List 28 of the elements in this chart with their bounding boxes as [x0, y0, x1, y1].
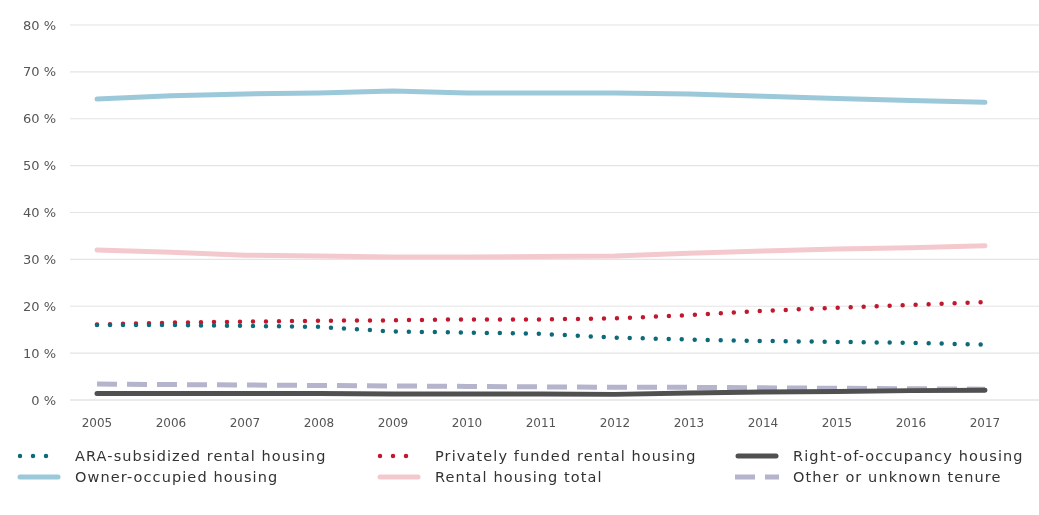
- x-tick-label: 2010: [451, 415, 483, 430]
- x-tick-label: 2005: [81, 415, 113, 430]
- x-tick-label: 2013: [673, 415, 705, 430]
- legend-label: Other or unknown tenure: [793, 469, 1002, 485]
- legend-label: Right-of-occupancy housing: [793, 448, 1024, 464]
- x-tick-label: 2015: [821, 415, 853, 430]
- x-tick-label: 2007: [229, 415, 261, 430]
- y-tick-label: 40 %: [22, 205, 56, 221]
- x-tick-label: 2006: [155, 415, 187, 430]
- legend-label: Owner-occupied housing: [75, 469, 279, 485]
- legend-label: Privately funded rental housing: [435, 448, 697, 464]
- legend-label: ARA-subsidized rental housing: [75, 448, 327, 464]
- x-tick-label: 2011: [525, 415, 557, 430]
- x-tick-label: 2014: [747, 415, 779, 430]
- y-tick-label: 70 %: [22, 64, 56, 80]
- y-tick-label: 30 %: [22, 251, 56, 267]
- legend-label: Rental housing total: [435, 469, 603, 485]
- x-tick-label: 2016: [895, 415, 927, 430]
- y-tick-label: 50 %: [22, 158, 56, 174]
- x-tick-label: 2008: [303, 415, 335, 430]
- y-tick-label: 80 %: [22, 17, 56, 33]
- y-tick-label: 60 %: [22, 111, 56, 127]
- x-tick-label: 2012: [599, 415, 631, 430]
- y-tick-label: 0 %: [31, 392, 56, 408]
- x-tick-label: 2017: [969, 415, 1001, 430]
- x-tick-label: 2009: [377, 415, 409, 430]
- y-tick-label: 20 %: [22, 298, 56, 314]
- y-tick-label: 10 %: [22, 345, 56, 361]
